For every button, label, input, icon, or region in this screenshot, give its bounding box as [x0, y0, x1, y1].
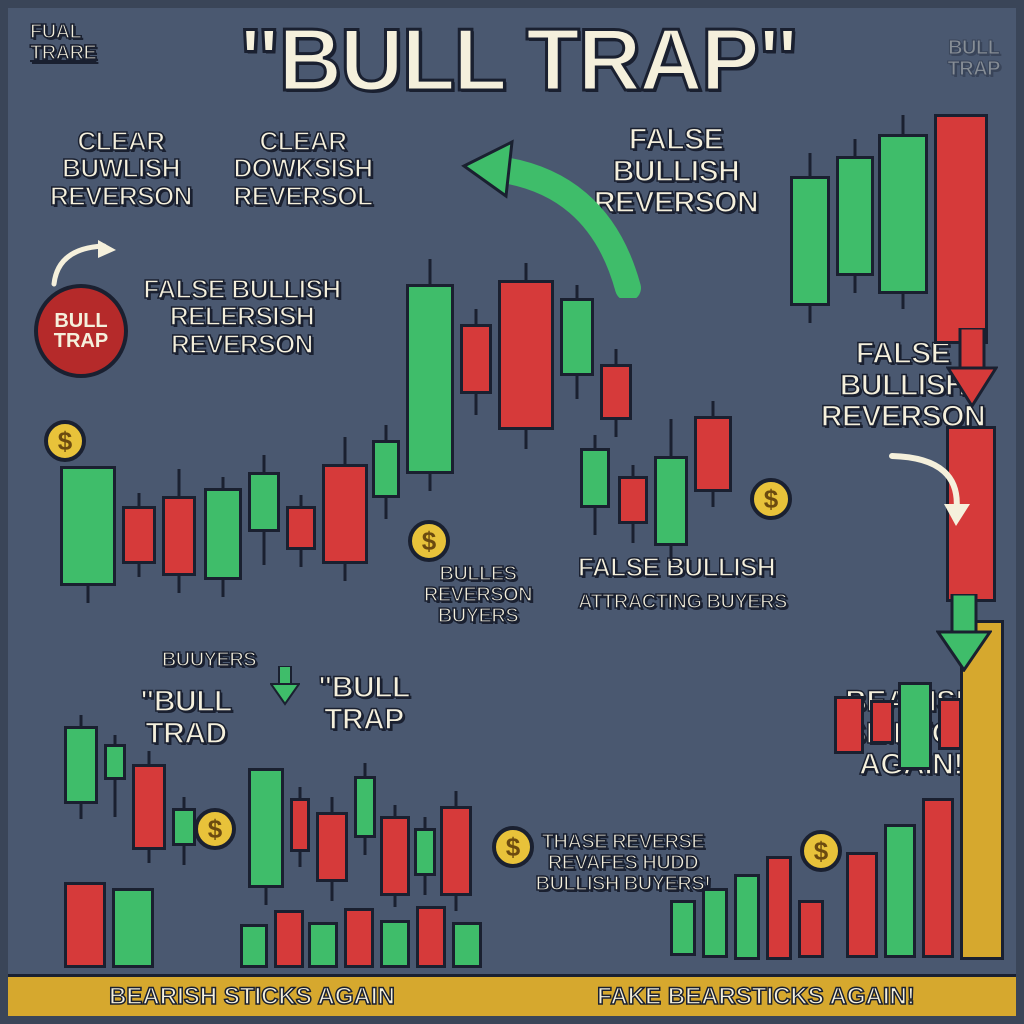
arrow-curve-badge: [38, 240, 118, 290]
candlestick: [878, 134, 928, 294]
candlestick: [60, 466, 116, 586]
candlestick: [248, 768, 284, 888]
dollar-icon: $: [800, 830, 842, 872]
candlestick: [308, 922, 338, 968]
dollar-icon: $: [44, 420, 86, 462]
badge-bull-trap-text: BULL TRAP: [54, 311, 108, 351]
corner-right: BULL TRAP: [948, 38, 1000, 80]
arrow-down-small: [270, 666, 300, 706]
candlestick: [670, 900, 696, 956]
candlestick: [416, 906, 446, 968]
main-title: "BULL TRAP": [148, 14, 888, 106]
candlestick: [922, 798, 954, 958]
candlestick: [884, 824, 916, 958]
dollar-icon: $: [492, 826, 534, 868]
dollar-icon: $: [408, 520, 450, 562]
dollar-icon: $: [194, 808, 236, 850]
candlestick: [460, 324, 492, 394]
arrow-curve-right: [884, 448, 984, 528]
bottom-bar: BEARISH STICKS AGAIN FAKE BEARSTICKS AGA…: [8, 974, 1016, 1016]
candlestick: [790, 176, 830, 306]
label-thase-reverse: THASE REVERSE REVAFES HUDD BULLISH BUYER…: [508, 832, 738, 895]
candlestick: [938, 698, 962, 750]
candlestick: [600, 364, 632, 420]
candlestick: [498, 280, 554, 430]
corner-right-1: BULL: [948, 37, 999, 59]
corner-left-2: TRARE: [30, 42, 96, 64]
arrow-down-red: [946, 328, 998, 408]
candlestick: [654, 456, 688, 546]
candlestick: [64, 726, 98, 804]
candlestick: [694, 416, 732, 492]
candlestick: [870, 700, 894, 744]
label-clear-bullish: CLEAR BUWLISH REVERSON: [36, 128, 206, 210]
candlestick: [834, 696, 864, 754]
candlestick: [380, 816, 410, 896]
candlestick: [560, 298, 594, 376]
candlestick: [204, 488, 242, 580]
arrow-down-green: [936, 594, 992, 672]
candlestick: [162, 496, 196, 576]
candlestick: [344, 908, 374, 968]
candlestick: [372, 440, 400, 498]
candlestick: [406, 284, 454, 474]
label-bull-trad: "BULL TRAD: [126, 686, 246, 749]
candlestick: [322, 464, 368, 564]
candlestick: [734, 874, 760, 960]
candlestick: [286, 506, 316, 550]
candlestick: [440, 806, 472, 896]
candlestick: [766, 856, 792, 960]
candlestick: [64, 882, 106, 968]
dollar-icon: $: [750, 478, 792, 520]
candlestick: [122, 506, 156, 564]
candlestick: [112, 888, 154, 968]
label-attracting: ATTRACTING BUYERS: [578, 592, 858, 613]
candlestick: [172, 808, 196, 846]
candlestick: [846, 852, 878, 958]
label-buuyers: BUUYERS: [154, 650, 264, 671]
candlestick: [702, 888, 728, 958]
label-bull-trap: "BULL TRAP: [304, 672, 424, 735]
candlestick: [248, 472, 280, 532]
candlestick: [240, 924, 268, 968]
bottom-text-left: BEARISH STICKS AGAIN: [109, 983, 395, 1011]
candlestick: [898, 682, 932, 770]
candlestick: [580, 448, 610, 508]
candlestick: [452, 922, 482, 968]
candlestick: [104, 744, 126, 780]
candlestick: [354, 776, 376, 838]
corner-left-1: FUAL: [30, 21, 81, 43]
badge-bull-trap: BULL TRAP: [34, 284, 128, 378]
label-clear-downish: CLEAR DOWKSISH REVERSOL: [218, 128, 388, 210]
corner-right-2: TRAP: [948, 58, 1000, 80]
candlestick: [934, 114, 988, 344]
candlestick: [798, 900, 824, 958]
label-false-relersish: FALSE BULLISH RELERSISH REVERSON: [142, 276, 342, 358]
candlestick: [316, 812, 348, 882]
candlestick: [290, 798, 310, 852]
corner-left: FUAL TRARE: [30, 22, 96, 64]
bottom-text-right: FAKE BEARSTICKS AGAIN!: [597, 983, 915, 1011]
candlestick: [618, 476, 648, 524]
arrow-curve-up: [458, 138, 658, 298]
label-bulles-buyers: BULLES REVERSON BUYERS: [398, 564, 558, 627]
candlestick: [836, 156, 874, 276]
candlestick: [414, 828, 436, 876]
candlestick: [380, 920, 410, 968]
candlestick: [274, 910, 304, 968]
label-false-bullish-3: FALSE BULLISH: [578, 554, 858, 581]
candlestick: [132, 764, 166, 850]
